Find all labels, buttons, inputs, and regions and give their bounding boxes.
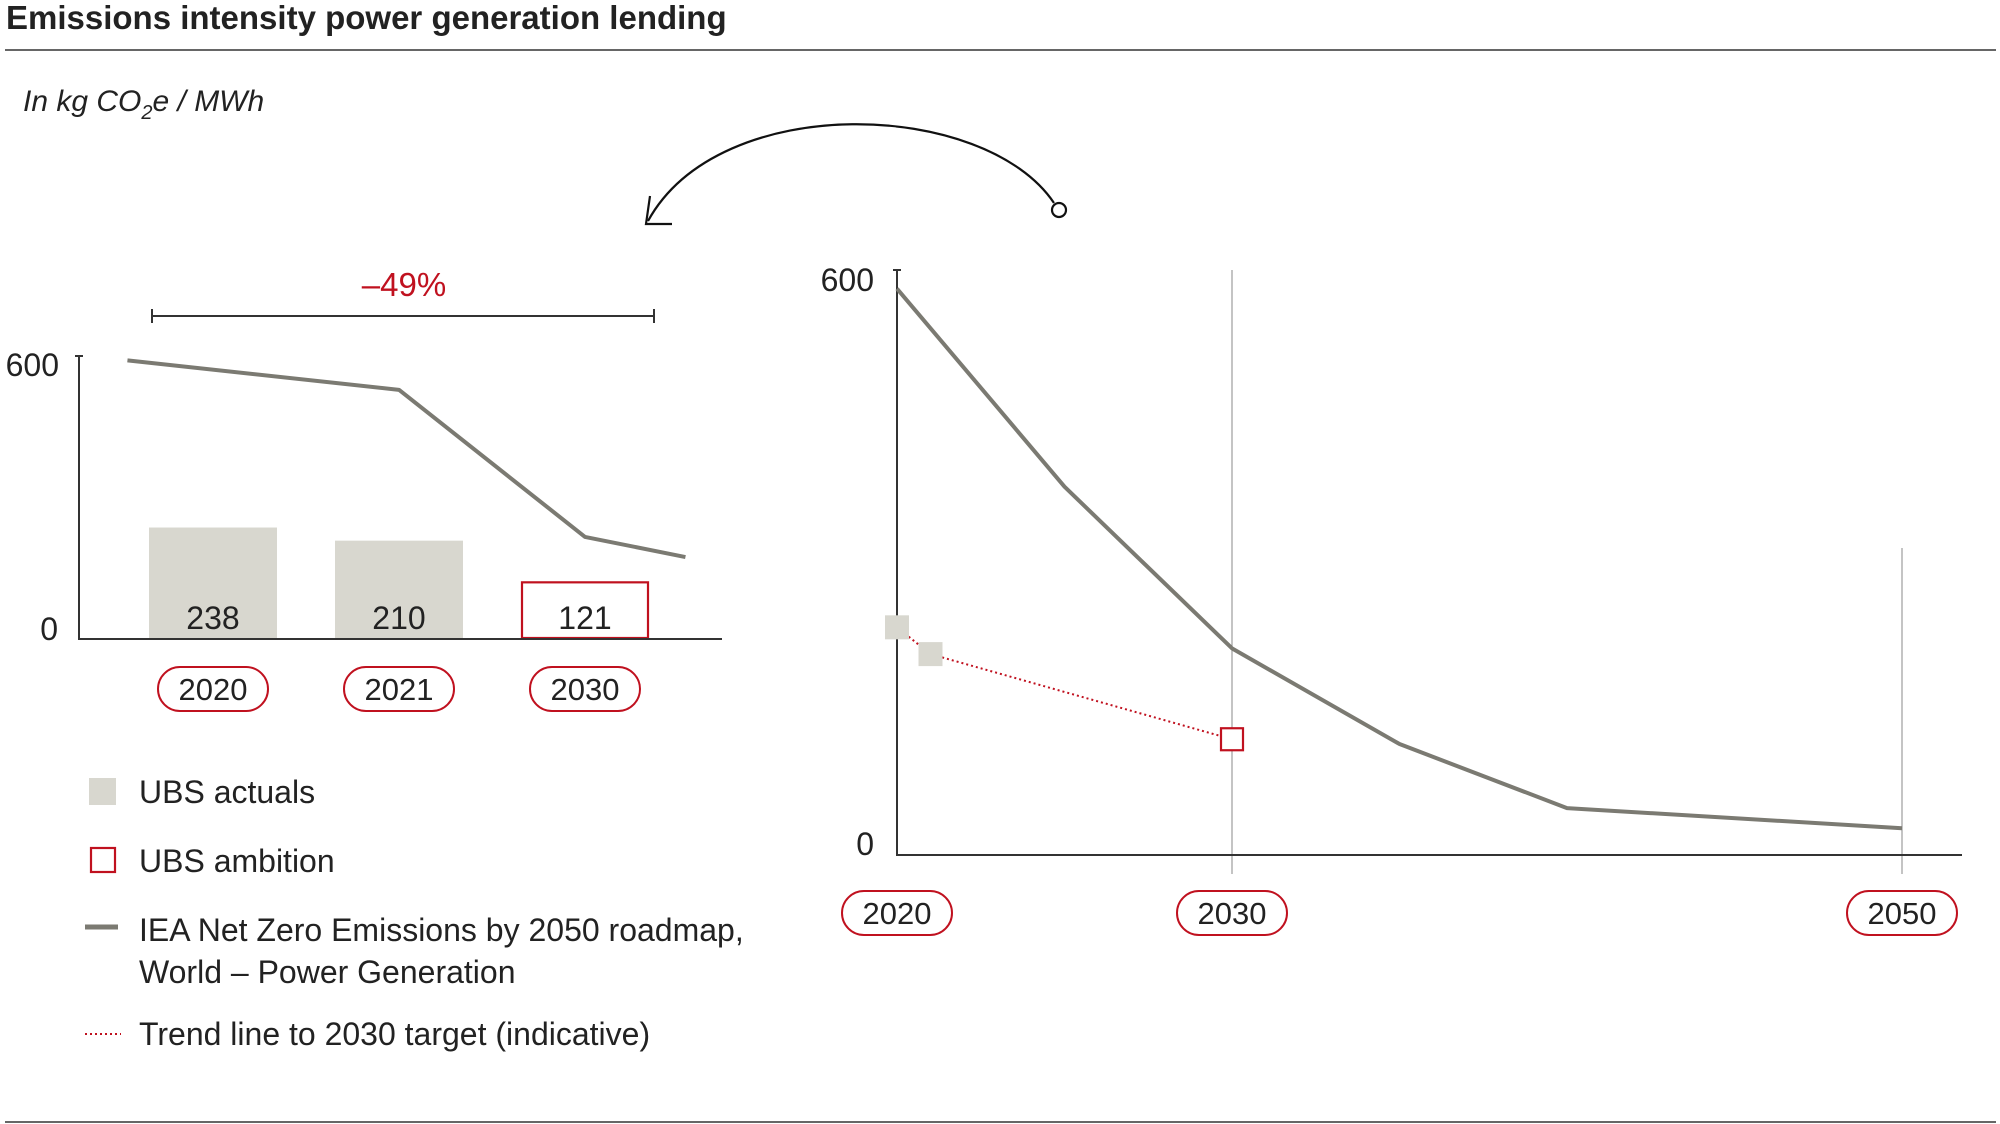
year-pill-outline <box>841 890 953 936</box>
bar-actual-2021 <box>335 540 463 639</box>
year-pill: 2030 <box>1176 890 1288 936</box>
year-pill-label: 2020 <box>179 672 248 707</box>
year-pill-label: 2021 <box>365 672 434 707</box>
legend-actuals-swatch <box>89 778 116 805</box>
left-bar-chart: –49% 600 0 238 2020 210 2021 121 2030 <box>6 266 722 712</box>
year-pill-label: 2050 <box>1868 896 1937 931</box>
left-ytick-0: 0 <box>40 611 58 647</box>
year-pill-outline <box>1846 890 1958 936</box>
iea-line-left <box>127 358 686 560</box>
ambition-marker-2030 <box>1219 727 1245 752</box>
year-pill-outline <box>343 666 455 712</box>
iea-line-right <box>895 287 1903 831</box>
change-label: –49% <box>362 266 446 303</box>
actual-marker-2020 <box>885 615 909 640</box>
year-pill-outline <box>529 666 641 712</box>
legend-iea-label-line2: World – Power Generation <box>139 954 515 990</box>
year-pill-outline <box>1176 890 1288 936</box>
year-pill: 2020 <box>841 890 953 936</box>
legend-ambition-swatch <box>89 846 117 874</box>
bar-value-label: 210 <box>372 600 425 636</box>
left-ytick-600: 600 <box>6 347 59 383</box>
right-line-chart: 600 0 2020 2030 2050 <box>821 262 1962 936</box>
year-pill: 2030 <box>529 666 641 712</box>
year-pill: 2050 <box>1846 890 1958 936</box>
right-ytick-600: 600 <box>821 262 874 298</box>
legend: UBS actuals UBS ambition IEA Net Zero Em… <box>85 774 744 1052</box>
year-pill-label: 2020 <box>863 896 932 931</box>
legend-iea-label-line1: IEA Net Zero Emissions by 2050 roadmap, <box>139 912 744 948</box>
unit-subtitle: In kg CO2e / MWh <box>23 85 264 124</box>
year-pill-label: 2030 <box>551 672 620 707</box>
connector-arrow-icon <box>644 123 1068 226</box>
year-pill: 2021 <box>343 666 455 712</box>
legend-trend-label: Trend line to 2030 target (indicative) <box>139 1016 650 1052</box>
bar-actual-2020 <box>149 527 277 639</box>
legend-actuals-label: UBS actuals <box>139 774 315 810</box>
year-pill: 2020 <box>157 666 269 712</box>
bar-value-label: 238 <box>186 600 239 636</box>
change-bracket <box>151 309 655 323</box>
legend-ambition-label: UBS ambition <box>139 843 335 879</box>
year-pill-outline <box>157 666 269 712</box>
right-ytick-0: 0 <box>856 826 874 862</box>
bar-value-label: 121 <box>558 600 611 636</box>
trend-line <box>896 626 1233 741</box>
actual-marker-2021 <box>918 642 943 667</box>
year-pill-label: 2030 <box>1198 896 1267 931</box>
chart-title: Emissions intensity power generation len… <box>6 0 727 36</box>
